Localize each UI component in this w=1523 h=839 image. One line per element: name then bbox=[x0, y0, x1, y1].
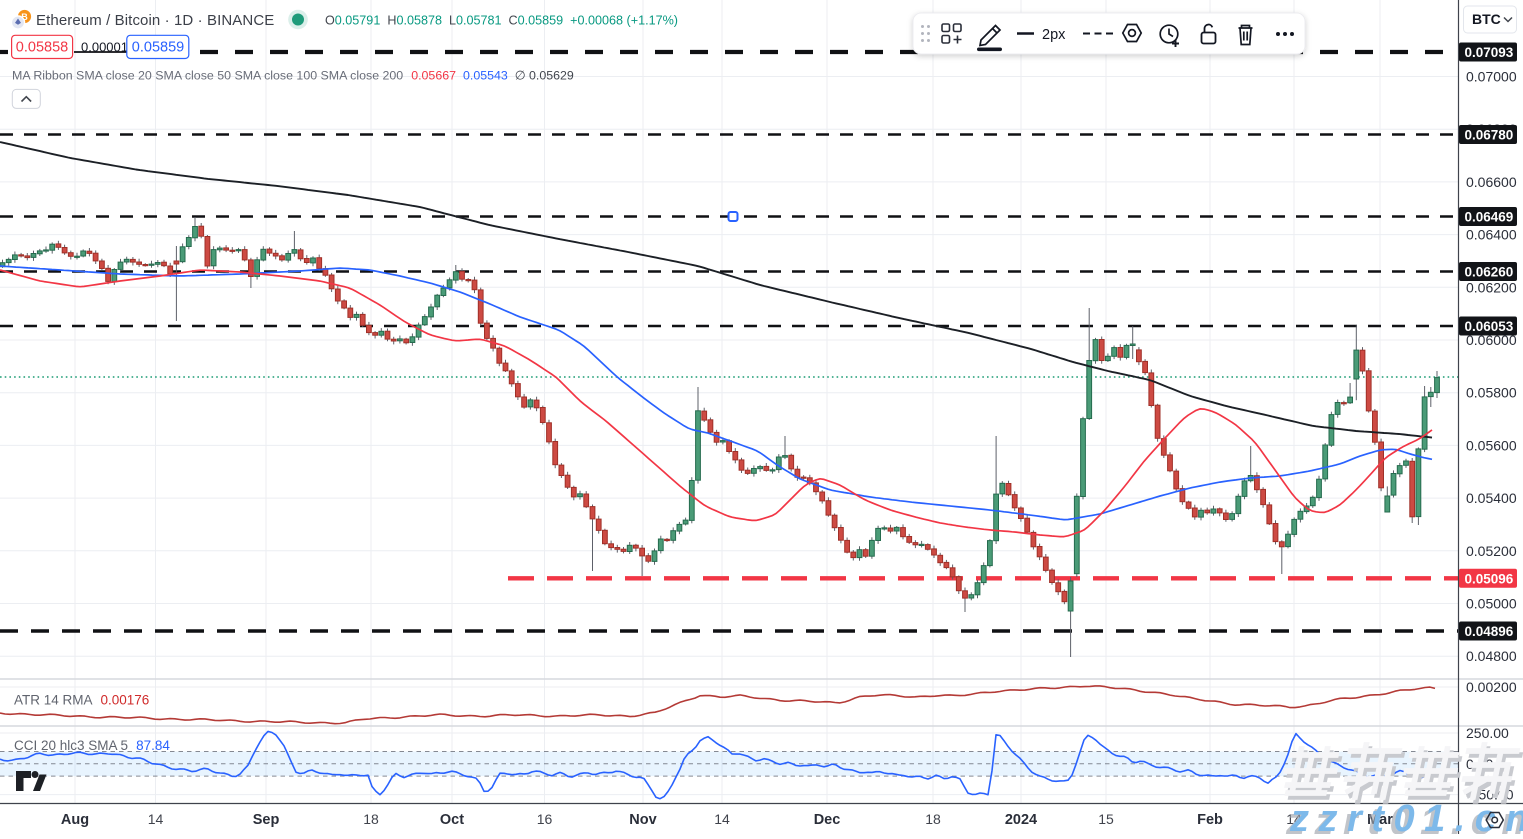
svg-text:0.06260: 0.06260 bbox=[1465, 265, 1514, 280]
svg-text:Oct: Oct bbox=[440, 812, 464, 828]
svg-text:0.07093: 0.07093 bbox=[1465, 45, 1514, 60]
svg-text:CCI 20 hlc3 SMA 587.84: CCI 20 hlc3 SMA 5 87.84 bbox=[14, 738, 170, 753]
svg-text:14: 14 bbox=[714, 811, 730, 827]
svg-text:zzrt01.cn: zzrt01.cn bbox=[1289, 798, 1523, 834]
svg-text:0.05400: 0.05400 bbox=[1466, 490, 1517, 506]
svg-text:Nov: Nov bbox=[629, 812, 656, 828]
svg-text:0.05000: 0.05000 bbox=[1466, 596, 1517, 612]
svg-text:0.05096: 0.05096 bbox=[1465, 571, 1514, 586]
svg-text:16: 16 bbox=[537, 811, 553, 827]
svg-text:0.06780: 0.06780 bbox=[1465, 128, 1514, 143]
svg-text:Aug: Aug bbox=[61, 812, 89, 828]
svg-text:0.06400: 0.06400 bbox=[1466, 227, 1517, 243]
svg-text:0.06600: 0.06600 bbox=[1466, 174, 1517, 190]
svg-text:15: 15 bbox=[1098, 811, 1114, 827]
svg-text:0.05800: 0.05800 bbox=[1466, 385, 1517, 401]
svg-text:0.05858: 0.05858 bbox=[16, 40, 68, 56]
svg-text:250.00: 250.00 bbox=[1466, 725, 1509, 741]
svg-text:MA Ribbon SMA close 20 SMA clo: MA Ribbon SMA close 20 SMA close 50 SMA … bbox=[12, 69, 574, 83]
svg-text:0.06053: 0.06053 bbox=[1465, 319, 1514, 334]
svg-text:0.04896: 0.04896 bbox=[1465, 624, 1514, 639]
svg-text:0.00200: 0.00200 bbox=[1466, 679, 1517, 695]
svg-text:0.06469: 0.06469 bbox=[1465, 210, 1514, 225]
svg-text:14: 14 bbox=[148, 811, 164, 827]
svg-text:Feb: Feb bbox=[1197, 812, 1223, 828]
svg-text:zzrt01.cn: zzrt01.cn bbox=[1285, 801, 1523, 834]
svg-text:2px: 2px bbox=[1042, 27, 1066, 43]
svg-text:0.07000: 0.07000 bbox=[1466, 69, 1517, 85]
svg-text:18: 18 bbox=[925, 811, 941, 827]
svg-text:0.06200: 0.06200 bbox=[1466, 279, 1517, 295]
svg-text:0.04800: 0.04800 bbox=[1466, 648, 1517, 664]
svg-text:Sep: Sep bbox=[253, 812, 280, 828]
svg-text:B: B bbox=[21, 12, 28, 22]
svg-text:Dec: Dec bbox=[814, 812, 841, 828]
svg-text:18: 18 bbox=[363, 811, 379, 827]
svg-text:0.05859: 0.05859 bbox=[132, 40, 184, 56]
svg-text:0.05600: 0.05600 bbox=[1466, 437, 1517, 453]
svg-text:Mar: Mar bbox=[1367, 812, 1393, 828]
svg-text:0.05200: 0.05200 bbox=[1466, 543, 1517, 559]
svg-text:2024: 2024 bbox=[1005, 812, 1037, 828]
svg-text:BTC: BTC bbox=[1472, 11, 1501, 27]
svg-text:Ethereum / Bitcoin · 1D · BINA: Ethereum / Bitcoin · 1D · BINANCE bbox=[36, 12, 274, 29]
svg-text:0.06000: 0.06000 bbox=[1466, 332, 1517, 348]
svg-text:0.00001: 0.00001 bbox=[81, 40, 128, 55]
svg-text:14: 14 bbox=[1286, 811, 1302, 827]
